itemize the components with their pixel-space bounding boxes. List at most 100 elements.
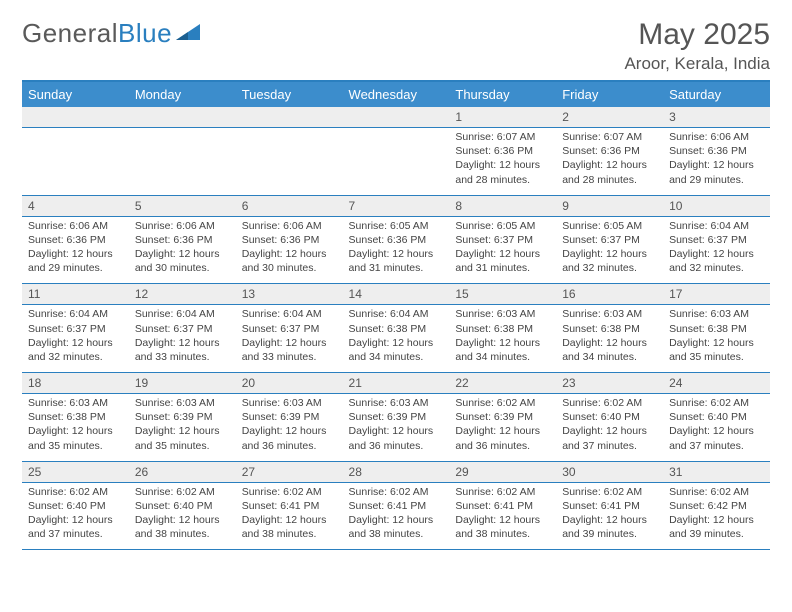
calendar-body: 123 Sunrise: 6:07 AMSunset: 6:36 PMDayli… (22, 107, 770, 550)
day-detail: Sunrise: 6:02 AMSunset: 6:41 PMDaylight:… (556, 483, 663, 550)
day-detail: Sunrise: 6:04 AMSunset: 6:37 PMDaylight:… (663, 217, 770, 284)
day-number: 2 (556, 107, 663, 127)
day-detail-cell: Sunrise: 6:03 AMSunset: 6:38 PMDaylight:… (449, 305, 556, 373)
calendar-table: SundayMondayTuesdayWednesdayThursdayFrid… (22, 80, 770, 550)
day-detail: Sunrise: 6:04 AMSunset: 6:38 PMDaylight:… (343, 305, 450, 372)
day-detail-cell: Sunrise: 6:03 AMSunset: 6:39 PMDaylight:… (129, 394, 236, 462)
day-detail-cell: Sunrise: 6:03 AMSunset: 6:39 PMDaylight:… (236, 394, 343, 462)
day-number-cell: 30 (556, 461, 663, 482)
day-detail-cell: Sunrise: 6:05 AMSunset: 6:36 PMDaylight:… (343, 216, 450, 284)
day-number: 3 (663, 107, 770, 127)
day-number: 14 (343, 284, 450, 304)
day-number-cell: 1 (449, 107, 556, 128)
day-detail-cell: Sunrise: 6:04 AMSunset: 6:38 PMDaylight:… (343, 305, 450, 373)
day-detail-cell: Sunrise: 6:02 AMSunset: 6:40 PMDaylight:… (129, 482, 236, 550)
day-details-row: Sunrise: 6:02 AMSunset: 6:40 PMDaylight:… (22, 482, 770, 550)
day-number: 20 (236, 373, 343, 393)
day-number-cell: 10 (663, 195, 770, 216)
day-detail: Sunrise: 6:03 AMSunset: 6:39 PMDaylight:… (129, 394, 236, 461)
day-detail-cell: Sunrise: 6:06 AMSunset: 6:36 PMDaylight:… (22, 216, 129, 284)
day-number-cell: 15 (449, 284, 556, 305)
day-detail: Sunrise: 6:04 AMSunset: 6:37 PMDaylight:… (129, 305, 236, 372)
day-number-cell: 27 (236, 461, 343, 482)
day-detail-cell: Sunrise: 6:04 AMSunset: 6:37 PMDaylight:… (129, 305, 236, 373)
day-number-row: 123 (22, 107, 770, 128)
day-number-cell: 23 (556, 373, 663, 394)
weekday-header: Wednesday (343, 81, 450, 107)
day-number: 21 (343, 373, 450, 393)
day-detail-cell: Sunrise: 6:03 AMSunset: 6:38 PMDaylight:… (556, 305, 663, 373)
day-number-cell (236, 107, 343, 128)
day-detail-cell (129, 128, 236, 196)
day-detail: Sunrise: 6:02 AMSunset: 6:42 PMDaylight:… (663, 483, 770, 550)
day-detail: Sunrise: 6:05 AMSunset: 6:37 PMDaylight:… (449, 217, 556, 284)
day-number: 24 (663, 373, 770, 393)
day-number-cell: 26 (129, 461, 236, 482)
day-number: 5 (129, 196, 236, 216)
brand-name-a: General (22, 18, 118, 48)
day-number-cell: 4 (22, 195, 129, 216)
day-number: 18 (22, 373, 129, 393)
day-number-row: 18192021222324 (22, 373, 770, 394)
day-detail-cell: Sunrise: 6:04 AMSunset: 6:37 PMDaylight:… (22, 305, 129, 373)
day-detail-cell: Sunrise: 6:02 AMSunset: 6:41 PMDaylight:… (556, 482, 663, 550)
weekday-header: Thursday (449, 81, 556, 107)
day-number: 9 (556, 196, 663, 216)
day-number: 25 (22, 462, 129, 482)
day-detail-cell: Sunrise: 6:02 AMSunset: 6:40 PMDaylight:… (556, 394, 663, 462)
day-number: 11 (22, 284, 129, 304)
day-number-cell: 28 (343, 461, 450, 482)
day-number-cell: 16 (556, 284, 663, 305)
day-detail-cell (22, 128, 129, 196)
day-number: 13 (236, 284, 343, 304)
day-number-cell: 24 (663, 373, 770, 394)
day-detail-cell: Sunrise: 6:03 AMSunset: 6:38 PMDaylight:… (663, 305, 770, 373)
day-detail-cell (236, 128, 343, 196)
day-number: 29 (449, 462, 556, 482)
day-detail-cell: Sunrise: 6:06 AMSunset: 6:36 PMDaylight:… (236, 216, 343, 284)
day-detail-cell: Sunrise: 6:02 AMSunset: 6:39 PMDaylight:… (449, 394, 556, 462)
location-label: Aroor, Kerala, India (624, 54, 770, 74)
day-detail-cell: Sunrise: 6:02 AMSunset: 6:41 PMDaylight:… (236, 482, 343, 550)
day-detail-cell: Sunrise: 6:07 AMSunset: 6:36 PMDaylight:… (449, 128, 556, 196)
day-number-cell: 8 (449, 195, 556, 216)
day-details-row: Sunrise: 6:07 AMSunset: 6:36 PMDaylight:… (22, 128, 770, 196)
calendar-page: GeneralBlue May 2025 Aroor, Kerala, Indi… (0, 0, 792, 560)
day-detail: Sunrise: 6:03 AMSunset: 6:38 PMDaylight:… (22, 394, 129, 461)
brand-name: GeneralBlue (22, 18, 172, 49)
day-detail: Sunrise: 6:06 AMSunset: 6:36 PMDaylight:… (663, 128, 770, 195)
brand-triangle-icon (176, 22, 202, 42)
day-details-row: Sunrise: 6:06 AMSunset: 6:36 PMDaylight:… (22, 216, 770, 284)
day-number-cell: 31 (663, 461, 770, 482)
day-number-cell: 22 (449, 373, 556, 394)
day-detail-cell: Sunrise: 6:02 AMSunset: 6:40 PMDaylight:… (22, 482, 129, 550)
day-number: 12 (129, 284, 236, 304)
day-number-cell: 29 (449, 461, 556, 482)
day-number-cell: 3 (663, 107, 770, 128)
day-number-cell: 9 (556, 195, 663, 216)
day-number-cell: 13 (236, 284, 343, 305)
day-number: 31 (663, 462, 770, 482)
day-number: 6 (236, 196, 343, 216)
day-number-cell: 19 (129, 373, 236, 394)
day-number-cell: 20 (236, 373, 343, 394)
day-number: 16 (556, 284, 663, 304)
weekday-header: Saturday (663, 81, 770, 107)
day-number-cell: 18 (22, 373, 129, 394)
day-number-cell: 11 (22, 284, 129, 305)
day-number-cell (129, 107, 236, 128)
day-detail-cell: Sunrise: 6:02 AMSunset: 6:41 PMDaylight:… (343, 482, 450, 550)
weekday-header: Monday (129, 81, 236, 107)
day-number: 17 (663, 284, 770, 304)
day-detail: Sunrise: 6:05 AMSunset: 6:36 PMDaylight:… (343, 217, 450, 284)
day-number: 22 (449, 373, 556, 393)
day-details-row: Sunrise: 6:04 AMSunset: 6:37 PMDaylight:… (22, 305, 770, 373)
calendar-header-row: SundayMondayTuesdayWednesdayThursdayFrid… (22, 81, 770, 107)
weekday-header: Tuesday (236, 81, 343, 107)
day-details-row: Sunrise: 6:03 AMSunset: 6:38 PMDaylight:… (22, 394, 770, 462)
brand-name-b: Blue (118, 18, 172, 48)
day-number-cell: 6 (236, 195, 343, 216)
day-detail: Sunrise: 6:02 AMSunset: 6:40 PMDaylight:… (22, 483, 129, 550)
day-number-row: 45678910 (22, 195, 770, 216)
day-number: 10 (663, 196, 770, 216)
